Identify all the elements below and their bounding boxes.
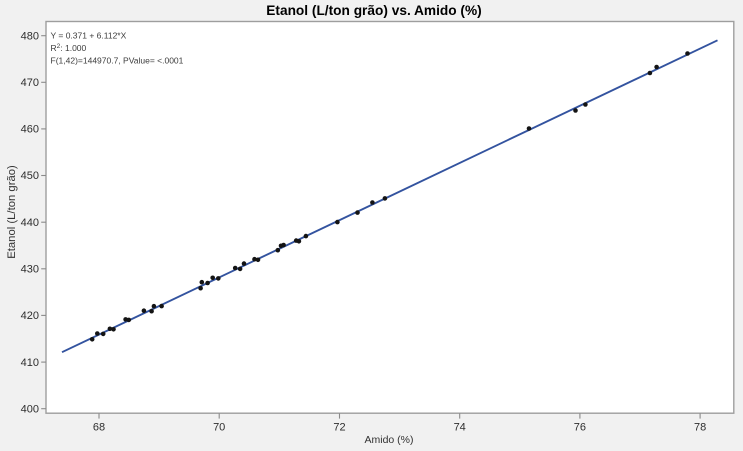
svg-text:Etanol (L/ton grão) vs. Amido: Etanol (L/ton grão) vs. Amido (%) (266, 3, 481, 18)
svg-text:Amido (%): Amido (%) (364, 434, 413, 446)
svg-text:400: 400 (21, 403, 39, 415)
svg-text:68: 68 (93, 422, 105, 434)
svg-text:78: 78 (694, 422, 706, 434)
svg-text:470: 470 (21, 77, 39, 89)
svg-text:Etanol (L/ton grão): Etanol (L/ton grão) (6, 165, 18, 259)
svg-text:Y = 0.371 + 6.112*X: Y = 0.371 + 6.112*X (51, 31, 127, 41)
svg-text:410: 410 (21, 357, 39, 369)
svg-text:480: 480 (21, 30, 39, 42)
svg-text:430: 430 (21, 264, 39, 276)
svg-text:440: 440 (21, 217, 39, 229)
svg-text:F(1,42)=144970.7, PValue= <.00: F(1,42)=144970.7, PValue= <.0001 (51, 56, 184, 66)
svg-text:R2: 1.000: R2: 1.000 (51, 43, 87, 54)
svg-text:76: 76 (574, 422, 586, 434)
svg-text:70: 70 (213, 422, 225, 434)
svg-text:74: 74 (454, 422, 466, 434)
svg-text:420: 420 (21, 310, 39, 322)
svg-text:72: 72 (333, 422, 345, 434)
svg-text:460: 460 (21, 124, 39, 136)
svg-text:450: 450 (21, 170, 39, 182)
